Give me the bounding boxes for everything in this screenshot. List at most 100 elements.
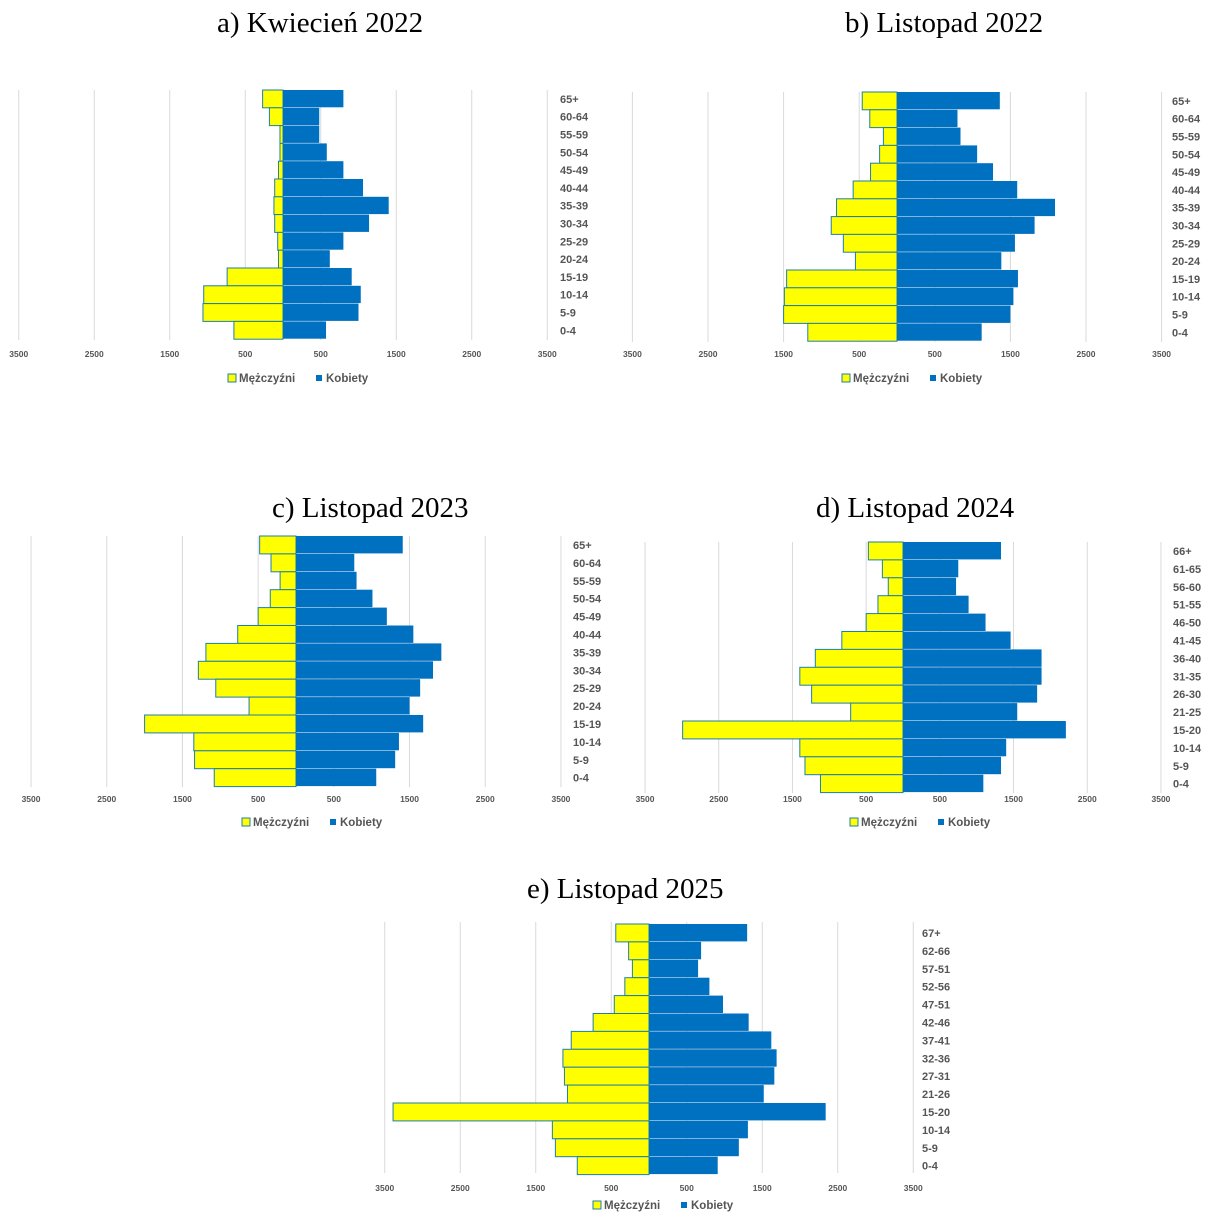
panel-title-c: c) Listopad 2023 [272, 492, 469, 524]
tick-label: 2500 [828, 1183, 847, 1193]
bar-men [861, 91, 898, 111]
pyramid-panel-d: d) Listopad 2024 66+ 61-65 56-60 51-55 46-50… [612, 480, 1211, 840]
bar-women [283, 125, 320, 143]
legend-label-men: Mężczyźni [239, 373, 295, 385]
bar-men [615, 923, 650, 943]
age-label: 47-51 [922, 1000, 950, 1012]
bar-men [562, 1048, 650, 1068]
pyramid-chart-d: 66+ 61-65 56-60 51-55 46-50 41-45 36-40 31-35 26… [636, 541, 1202, 829]
age-label: 46-50 [1173, 618, 1201, 630]
age-label: 0-4 [1173, 779, 1190, 791]
bar-men [783, 287, 898, 307]
bar-men [869, 109, 898, 129]
legend-swatch-women [330, 819, 336, 825]
bar-women [897, 92, 1000, 110]
age-label: 51-55 [1173, 600, 1201, 612]
bar-women [649, 1103, 826, 1121]
age-label: 55-59 [560, 130, 588, 142]
age-label: 25-29 [560, 236, 588, 248]
age-label: 5-9 [560, 308, 576, 320]
tick-label: 500 [314, 349, 328, 359]
age-label: 60-64 [573, 558, 602, 570]
bar-men [804, 756, 904, 776]
bar-women [903, 667, 1042, 685]
age-label: 5-9 [922, 1143, 938, 1155]
age-label: 67+ [922, 928, 941, 940]
age-label: 62-66 [922, 946, 950, 958]
bar-men [259, 535, 297, 555]
bar-women [903, 542, 1002, 560]
bar-women [649, 1049, 777, 1067]
age-label: 37-41 [922, 1035, 950, 1047]
bar-men [854, 251, 898, 271]
bar-women [649, 1085, 764, 1103]
bar-women [897, 198, 1056, 217]
tick-label: 1500 [387, 349, 406, 359]
bar-women [897, 252, 1002, 270]
age-label: 20-24 [573, 701, 602, 713]
age-label: 0-4 [922, 1161, 939, 1173]
bar-women [903, 649, 1042, 667]
bar-women [283, 90, 344, 108]
bar-women [897, 145, 978, 163]
bar-men [836, 198, 898, 218]
bar-women [903, 577, 957, 596]
tick-label: 3500 [623, 349, 642, 359]
bar-women [283, 268, 352, 286]
bar-men [830, 216, 898, 235]
legend-label-women: Kobiety [940, 373, 983, 385]
age-label: 55-59 [573, 576, 601, 588]
age-label: 21-26 [922, 1089, 950, 1101]
bar-women [296, 536, 403, 554]
bar-women [296, 643, 442, 661]
bar-men [879, 144, 898, 164]
age-label: 30-34 [1172, 221, 1201, 233]
tick-label: 1500 [1001, 349, 1020, 359]
bar-men [563, 1066, 650, 1086]
age-label: 52-56 [922, 982, 950, 994]
bar-men [277, 231, 284, 251]
legend-swatch-men [592, 1200, 602, 1210]
tick-label: 3500 [551, 794, 570, 804]
bar-women [296, 661, 434, 679]
bar-men [566, 1084, 650, 1104]
age-label: 61-65 [1173, 564, 1201, 576]
bar-women [897, 287, 1014, 306]
tick-label: 500 [680, 1183, 694, 1193]
bar-women [296, 589, 373, 608]
age-label: 10-14 [560, 290, 589, 302]
age-label: 57-51 [922, 964, 950, 976]
bar-women [903, 774, 984, 793]
bar-women [903, 631, 1011, 649]
bar-men [279, 125, 284, 144]
age-label: 40-44 [573, 629, 602, 641]
legend-label-men: Mężczyźni [604, 1200, 660, 1212]
age-label: 56-60 [1173, 582, 1201, 594]
bar-men [631, 959, 650, 979]
age-label: 15-19 [1172, 274, 1200, 286]
bar-women [283, 250, 330, 268]
bar-women [296, 553, 355, 572]
tick-label: 500 [859, 794, 873, 804]
tick-label: 3500 [22, 794, 41, 804]
bar-men [870, 162, 898, 182]
bar-women [649, 1013, 749, 1031]
bar-men [624, 977, 650, 997]
bar-men [226, 267, 284, 287]
bar-women [649, 1138, 739, 1157]
pyramid-chart-c: 65+ 60-64 55-59 50-54 45-49 40-44 35-39 30-34 25… [22, 535, 602, 829]
age-label: 35-39 [573, 647, 601, 659]
age-label: 45-49 [573, 612, 601, 624]
tick-label: 2500 [699, 349, 718, 359]
bar-women [897, 270, 1018, 288]
pyramid-panel-c: c) Listopad 2023 65+ 60-64 55-59 50-54 45-49… [0, 480, 602, 840]
bar-men [811, 684, 904, 704]
bar-men [248, 696, 297, 716]
age-label: 27-31 [922, 1071, 950, 1083]
legend-label-women: Kobiety [326, 373, 369, 385]
pyramid-chart-e: 67+ 62-66 57-51 52-56 47-51 42-46 37-41 32-36 27… [375, 922, 951, 1212]
bar-men [613, 995, 650, 1015]
bar-women [283, 161, 344, 179]
bar-women [649, 941, 702, 960]
bar-men [867, 541, 904, 561]
